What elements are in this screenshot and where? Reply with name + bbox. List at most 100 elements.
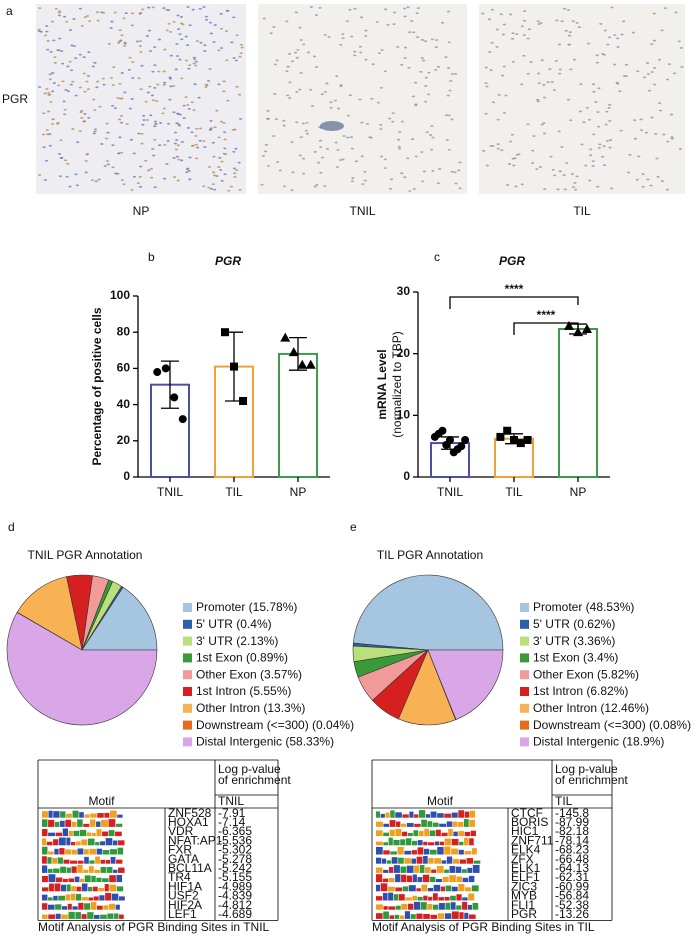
cell-nucleus <box>65 20 69 23</box>
motif-logo-glyph <box>60 820 65 827</box>
motif-logo-glyph <box>413 901 421 910</box>
bar <box>558 328 598 478</box>
cell-nucleus <box>192 109 196 112</box>
motif-logo-glyph <box>411 850 417 855</box>
cell-nucleus <box>548 68 552 71</box>
data-point <box>457 442 466 451</box>
cell-nucleus <box>511 157 515 160</box>
motif-name: ZIC3 <box>511 879 537 893</box>
cell-nucleus <box>375 21 379 23</box>
motif-logo-glyph <box>425 867 431 873</box>
motif-logo-glyph <box>58 895 65 901</box>
cell-nucleus <box>106 131 110 134</box>
cell-nucleus <box>398 131 402 133</box>
cell-nucleus <box>167 22 171 25</box>
cell-nucleus <box>225 59 229 62</box>
cell-nucleus <box>346 136 350 139</box>
motif-logo-glyph <box>407 832 413 837</box>
y-tick-label: 10 <box>397 408 411 422</box>
cell-nucleus <box>74 173 78 176</box>
cell-nucleus <box>38 7 42 10</box>
cell-nucleus <box>650 43 654 46</box>
cell-nucleus <box>652 12 656 15</box>
cell-nucleus <box>223 131 227 134</box>
motif-value: -7.14 <box>218 815 246 829</box>
motif-logo-glyph <box>70 893 76 901</box>
motif-logo-glyph <box>395 887 403 892</box>
cell-nucleus <box>667 63 672 66</box>
motif-logo-glyph <box>68 878 75 883</box>
motif-name: HIF1A <box>168 879 202 893</box>
motif-logo-glyph <box>53 895 58 901</box>
cell-nucleus <box>118 29 122 32</box>
cell-nucleus <box>353 7 357 10</box>
data-point <box>161 364 170 373</box>
motif-logo-glyph <box>60 866 67 873</box>
cell-nucleus <box>182 104 186 107</box>
cell-nucleus <box>239 52 243 55</box>
cell-nucleus <box>51 118 55 121</box>
cell-nucleus <box>194 64 198 67</box>
cell-nucleus <box>147 169 151 172</box>
cell-nucleus <box>641 185 645 188</box>
cell-nucleus <box>93 109 97 112</box>
cell-nucleus <box>57 14 62 17</box>
cell-nucleus <box>222 121 226 124</box>
cell-nucleus <box>151 99 156 102</box>
cell-nucleus <box>165 163 169 165</box>
motif-logo-glyph <box>472 864 480 873</box>
motif-logo-glyph <box>429 876 436 883</box>
cell-nucleus <box>194 135 198 137</box>
cell-nucleus <box>348 8 352 11</box>
cell-nucleus <box>202 140 206 142</box>
cell-nucleus <box>605 110 609 113</box>
cell-nucleus <box>51 123 55 125</box>
cell-nucleus <box>235 85 239 88</box>
cell-nucleus <box>132 175 137 178</box>
cell-nucleus <box>148 85 152 88</box>
cell-nucleus <box>86 74 90 77</box>
motif-logo-glyph <box>446 856 453 864</box>
cell-nucleus <box>571 20 575 23</box>
cell-nucleus <box>645 62 650 64</box>
cell-nucleus <box>162 7 166 9</box>
cell-nucleus <box>232 57 236 59</box>
cell-nucleus <box>416 7 421 10</box>
motif-logo-glyph <box>395 905 401 910</box>
cell-nucleus <box>612 63 617 66</box>
cell-nucleus <box>85 80 89 83</box>
cell-nucleus <box>153 46 157 49</box>
cell-nucleus <box>305 132 310 135</box>
cell-nucleus <box>542 96 547 99</box>
legend-label: Distal Intergenic (58.33%) <box>196 735 334 749</box>
cell-nucleus <box>57 84 61 87</box>
x-tick-label: TIL <box>505 485 523 499</box>
cell-nucleus <box>122 17 126 20</box>
motif-logo-glyph <box>432 893 438 901</box>
motif-logo-glyph <box>444 813 452 818</box>
table-header: Log p-value <box>555 762 618 776</box>
cell-nucleus <box>573 182 577 184</box>
motif-name: HOXA1 <box>168 815 209 829</box>
motif-logo-glyph <box>429 849 437 855</box>
cell-nucleus <box>286 94 290 97</box>
cell-nucleus <box>178 113 182 116</box>
motif-name: ELF1 <box>511 870 540 884</box>
cell-nucleus <box>411 138 415 141</box>
cell-nucleus <box>508 13 513 16</box>
chart-title: TIL PGR Annotation <box>377 548 483 562</box>
motif-logo-glyph <box>105 838 113 846</box>
motif-logo-glyph <box>393 839 400 846</box>
motif-logo-glyph <box>430 914 437 919</box>
y-tick-label: 20 <box>397 346 411 360</box>
motif-logo-glyph <box>106 867 113 873</box>
motif-logo-glyph <box>416 888 421 892</box>
cell-nucleus <box>318 6 322 9</box>
cell-nucleus <box>400 172 404 175</box>
cell-nucleus <box>580 143 584 146</box>
cell-nucleus <box>116 97 120 99</box>
cell-nucleus <box>388 117 392 120</box>
motif-value: -5.536 <box>218 833 252 847</box>
cell-nucleus <box>571 186 576 189</box>
cell-nucleus <box>341 37 345 40</box>
